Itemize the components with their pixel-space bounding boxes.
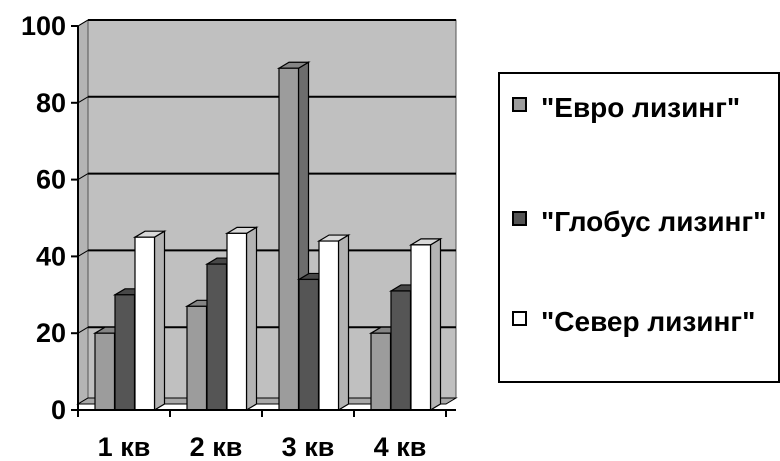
bar [132, 230, 167, 412]
bar [224, 226, 259, 412]
legend-item-evro: "Евро лизинг" [512, 88, 780, 128]
legend-label: "Глобус лизинг" [541, 206, 767, 237]
bar [408, 237, 443, 412]
bar-front [298, 278, 320, 411]
plot-side-wall [77, 19, 89, 405]
bars [92, 61, 443, 412]
bar-front [186, 305, 208, 411]
y-tick-label: 40 [36, 241, 66, 271]
legend-swatch-evro [512, 97, 527, 112]
legend-label: "Север лизинг" [541, 306, 756, 337]
legend-item-sever: "Север лизинг" [512, 302, 780, 342]
bar-front [278, 67, 300, 411]
bar-front [134, 236, 156, 411]
bar-front [94, 332, 116, 411]
x-tick-label: 1 кв [98, 432, 151, 461]
legend: "Евро лизинг" "Глобус лизинг" "Север лиз… [498, 72, 780, 383]
legend-swatch-globus [512, 211, 527, 226]
bar-side [245, 226, 258, 412]
gridline-side [77, 173, 89, 181]
legend-label: "Евро лизинг" [541, 92, 741, 123]
y-tick-label: 60 [36, 165, 66, 195]
x-tick-label: 4 кв [374, 432, 427, 461]
y-axis-ticks: 0 20 40 60 80 100 [21, 11, 78, 425]
legend-swatch-sever [512, 311, 527, 326]
gridline-side [77, 19, 89, 27]
gridline-side [77, 326, 89, 334]
x-axis-ticks: 1 кв 2 кв 3 кв 4 кв [77, 410, 447, 461]
bar-side [429, 237, 442, 412]
bar-front [370, 332, 392, 411]
gridline-side [77, 96, 89, 104]
bar-front [114, 294, 136, 411]
gridline-side [77, 249, 89, 257]
bar-side [337, 233, 350, 412]
y-tick-label: 100 [21, 11, 66, 41]
x-tick-label: 2 кв [190, 432, 243, 461]
y-tick-label: 20 [36, 318, 66, 348]
x-tick-label: 3 кв [282, 432, 335, 461]
bar-front [206, 263, 228, 411]
y-tick-label: 80 [36, 88, 66, 118]
bar [316, 233, 351, 412]
bar-front [390, 290, 412, 411]
bar-front [410, 244, 432, 411]
bar-side [153, 230, 166, 412]
y-tick-label: 0 [51, 395, 66, 425]
legend-item-globus: "Глобус лизинг" [512, 202, 780, 242]
bar-front [226, 232, 248, 411]
bar-front [318, 240, 340, 411]
